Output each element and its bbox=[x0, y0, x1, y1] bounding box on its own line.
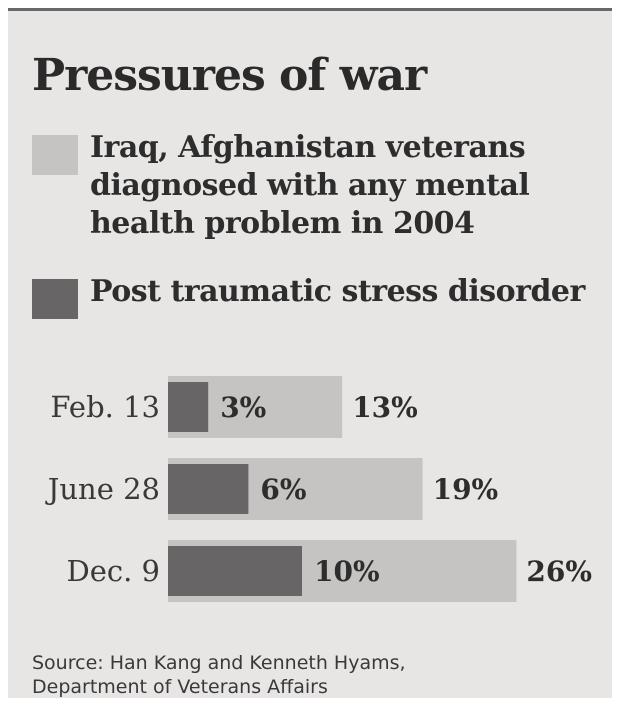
legend-label-any-mental-health: Iraq, Afghanistan veterans diagnosed wit… bbox=[90, 130, 530, 241]
value-label-ptsd: 10% bbox=[314, 555, 380, 588]
source-line-1: Source: Han Kang and Kenneth Hyams, bbox=[32, 652, 406, 674]
value-label-ptsd: 3% bbox=[220, 391, 266, 424]
value-label-ptsd: 6% bbox=[260, 473, 306, 506]
legend-item-ptsd: Post traumatic stress disorder bbox=[32, 273, 602, 355]
value-label-any-mental-health: 13% bbox=[352, 391, 418, 424]
bar-ptsd bbox=[168, 382, 209, 432]
bar-ptsd bbox=[168, 546, 302, 596]
value-label-any-mental-health: 26% bbox=[526, 555, 592, 588]
legend-item-any-mental-health: Iraq, Afghanistan veterans diagnosed wit… bbox=[32, 129, 602, 255]
legend-swatch-dark bbox=[32, 279, 78, 319]
bar-ptsd bbox=[168, 464, 249, 514]
source-line-2: Department of Veterans Affairs bbox=[32, 676, 328, 698]
category-label: Feb. 13 bbox=[50, 390, 160, 424]
chart-card: Pressures of war Iraq, Afghanistan veter… bbox=[8, 8, 612, 698]
category-label: June 28 bbox=[45, 472, 160, 506]
value-label-any-mental-health: 19% bbox=[433, 473, 499, 506]
chart-title: Pressures of war bbox=[32, 50, 427, 101]
category-label: Dec. 9 bbox=[66, 554, 160, 588]
source-note: Source: Han Kang and Kenneth Hyams, Depa… bbox=[32, 651, 592, 699]
legend-swatch-light bbox=[32, 135, 78, 175]
legend-label-ptsd: Post traumatic stress disorder bbox=[90, 274, 585, 309]
bar-chart: Feb. 13 3% 13% June 28 6% 19% Dec. 9 10% 26% bbox=[45, 376, 592, 602]
